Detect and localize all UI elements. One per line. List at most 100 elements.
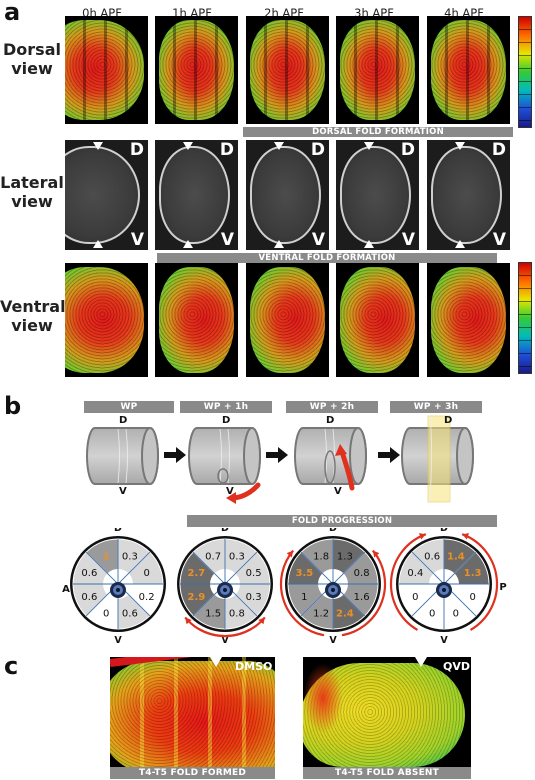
fold-value: 0 bbox=[453, 609, 459, 620]
fold-value: 1 bbox=[103, 551, 110, 562]
fold-value: 2.9 bbox=[188, 592, 206, 603]
arrow-right-icon bbox=[164, 447, 186, 463]
anterior-label: A bbox=[62, 584, 70, 595]
arrowhead-icon bbox=[286, 550, 294, 558]
t4t5-fold-formed-bar: T4-T5 FOLD FORMED bbox=[110, 767, 275, 779]
dorsal-image bbox=[65, 16, 148, 124]
dorsal-letter: D bbox=[491, 140, 506, 160]
circle-d-label: D bbox=[221, 528, 229, 534]
fold-value: 1.5 bbox=[205, 609, 221, 620]
fold-value: 0.6 bbox=[81, 568, 97, 579]
fold-value: 2.4 bbox=[336, 609, 354, 620]
row-label-line: Dorsal bbox=[3, 40, 61, 59]
cylinder-wp1h bbox=[188, 427, 261, 504]
fold-value: 0.4 bbox=[407, 568, 423, 579]
panel-b-label: b bbox=[4, 392, 22, 420]
fold-marker-icon bbox=[182, 240, 193, 248]
dorsal-letter: D bbox=[219, 140, 234, 160]
ventral-letter: V bbox=[492, 230, 506, 250]
fold-value: 0.6 bbox=[424, 551, 440, 562]
fold-marker-icon bbox=[454, 240, 465, 248]
cyl-d-label: D bbox=[326, 415, 335, 426]
ventral-letter: V bbox=[311, 230, 325, 250]
colorbar-dorsal bbox=[518, 16, 532, 128]
fold-value: 3.5 bbox=[296, 568, 314, 579]
row-label-line: view bbox=[11, 59, 53, 78]
fold-circle-diagrams: 0.300.20.600.60.61DV0.30.50.30.81.52.92.… bbox=[62, 528, 507, 646]
fold-value: 0 bbox=[143, 568, 149, 579]
qvd-tag: QVD bbox=[443, 660, 470, 673]
fold-value: 0.7 bbox=[205, 551, 221, 562]
progression-arrow bbox=[461, 533, 499, 631]
fold-value: 2.7 bbox=[188, 568, 206, 579]
fold-value: 1.3 bbox=[337, 551, 353, 562]
dorsal-letter: D bbox=[400, 140, 415, 160]
fold-marker-icon bbox=[182, 142, 193, 150]
panel-c-label: c bbox=[4, 652, 19, 680]
ventral-letter: V bbox=[401, 230, 415, 250]
fold-marker-icon bbox=[92, 142, 103, 150]
fold-marker-icon bbox=[273, 142, 284, 150]
fold-value: 0.8 bbox=[354, 568, 370, 579]
dmso-image: DMSO bbox=[110, 657, 275, 767]
arrow-right-icon bbox=[266, 447, 288, 463]
dorsal-image bbox=[246, 16, 329, 124]
fold-marker-icon bbox=[273, 240, 284, 248]
ventral-image bbox=[427, 263, 510, 377]
cyl-v-label: V bbox=[226, 486, 234, 497]
fold-circle: 0.30.50.30.81.52.92.70.7DV bbox=[177, 528, 273, 646]
fold-value: 0.3 bbox=[246, 592, 262, 603]
row-label-line: view bbox=[11, 192, 53, 211]
arrowhead-icon bbox=[372, 550, 380, 558]
fold-marker-icon bbox=[363, 142, 374, 150]
cyl-v-label: V bbox=[334, 486, 342, 497]
row-label-dorsal: Dorsal view bbox=[0, 40, 64, 78]
circle-v-label: V bbox=[221, 635, 229, 646]
progression-arrow bbox=[279, 549, 325, 637]
ventral-fold-formation-bar: VENTRAL FOLD FORMATION bbox=[157, 253, 497, 263]
row-label-line: Ventral bbox=[0, 297, 66, 316]
qvd-image: QVD bbox=[303, 657, 471, 767]
dorsal-fold-formation-bar: DORSAL FOLD FORMATION bbox=[243, 127, 513, 137]
fold-marker-icon bbox=[92, 240, 103, 248]
row-label-lateral: Lateral view bbox=[0, 173, 64, 211]
fold-value: 0.5 bbox=[246, 568, 262, 579]
fold-value: 0 bbox=[429, 609, 435, 620]
arrow-right-icon bbox=[378, 447, 400, 463]
dorsal-letter: D bbox=[129, 140, 144, 160]
arrowhead-icon bbox=[418, 533, 426, 540]
row-label-ventral: Ventral view bbox=[0, 297, 66, 335]
ventral-image bbox=[155, 263, 238, 377]
fold-marker-icon bbox=[415, 657, 427, 667]
fold-marker-icon bbox=[363, 240, 374, 248]
cylinder-wp2h bbox=[294, 427, 367, 491]
circle-d-label: D bbox=[114, 528, 122, 534]
fold-value: 1.6 bbox=[354, 592, 370, 603]
fold-value: 0 bbox=[469, 592, 475, 603]
fold-progression-bar: FOLD PROGRESSION bbox=[187, 515, 497, 527]
fold-value: 1.3 bbox=[464, 568, 482, 579]
fold-value: 0 bbox=[412, 592, 418, 603]
row-label-line: Lateral bbox=[0, 173, 64, 192]
dorsal-image bbox=[427, 16, 510, 124]
arrowhead-icon bbox=[462, 533, 470, 540]
circle-d-label: D bbox=[329, 528, 337, 534]
stage-bar-wp1h: WP + 1h bbox=[180, 401, 272, 413]
fold-value: 0.3 bbox=[122, 551, 138, 562]
dmso-tag: DMSO bbox=[235, 660, 273, 673]
posterior-label: P bbox=[499, 582, 506, 593]
cyl-d-label: D bbox=[444, 415, 453, 426]
ventral-image bbox=[246, 263, 329, 377]
circle-v-label: V bbox=[329, 635, 337, 646]
circle-v-label: V bbox=[440, 635, 448, 646]
row-label-line: view bbox=[11, 316, 53, 335]
ventral-letter: V bbox=[130, 230, 144, 250]
fold-circle: 1.30.8 1.62.4 1.2 1 3.5 1.8 D V bbox=[285, 528, 381, 646]
stage-bar-wp3h: WP + 3h bbox=[390, 401, 482, 413]
fold-value: 0.6 bbox=[122, 609, 138, 620]
